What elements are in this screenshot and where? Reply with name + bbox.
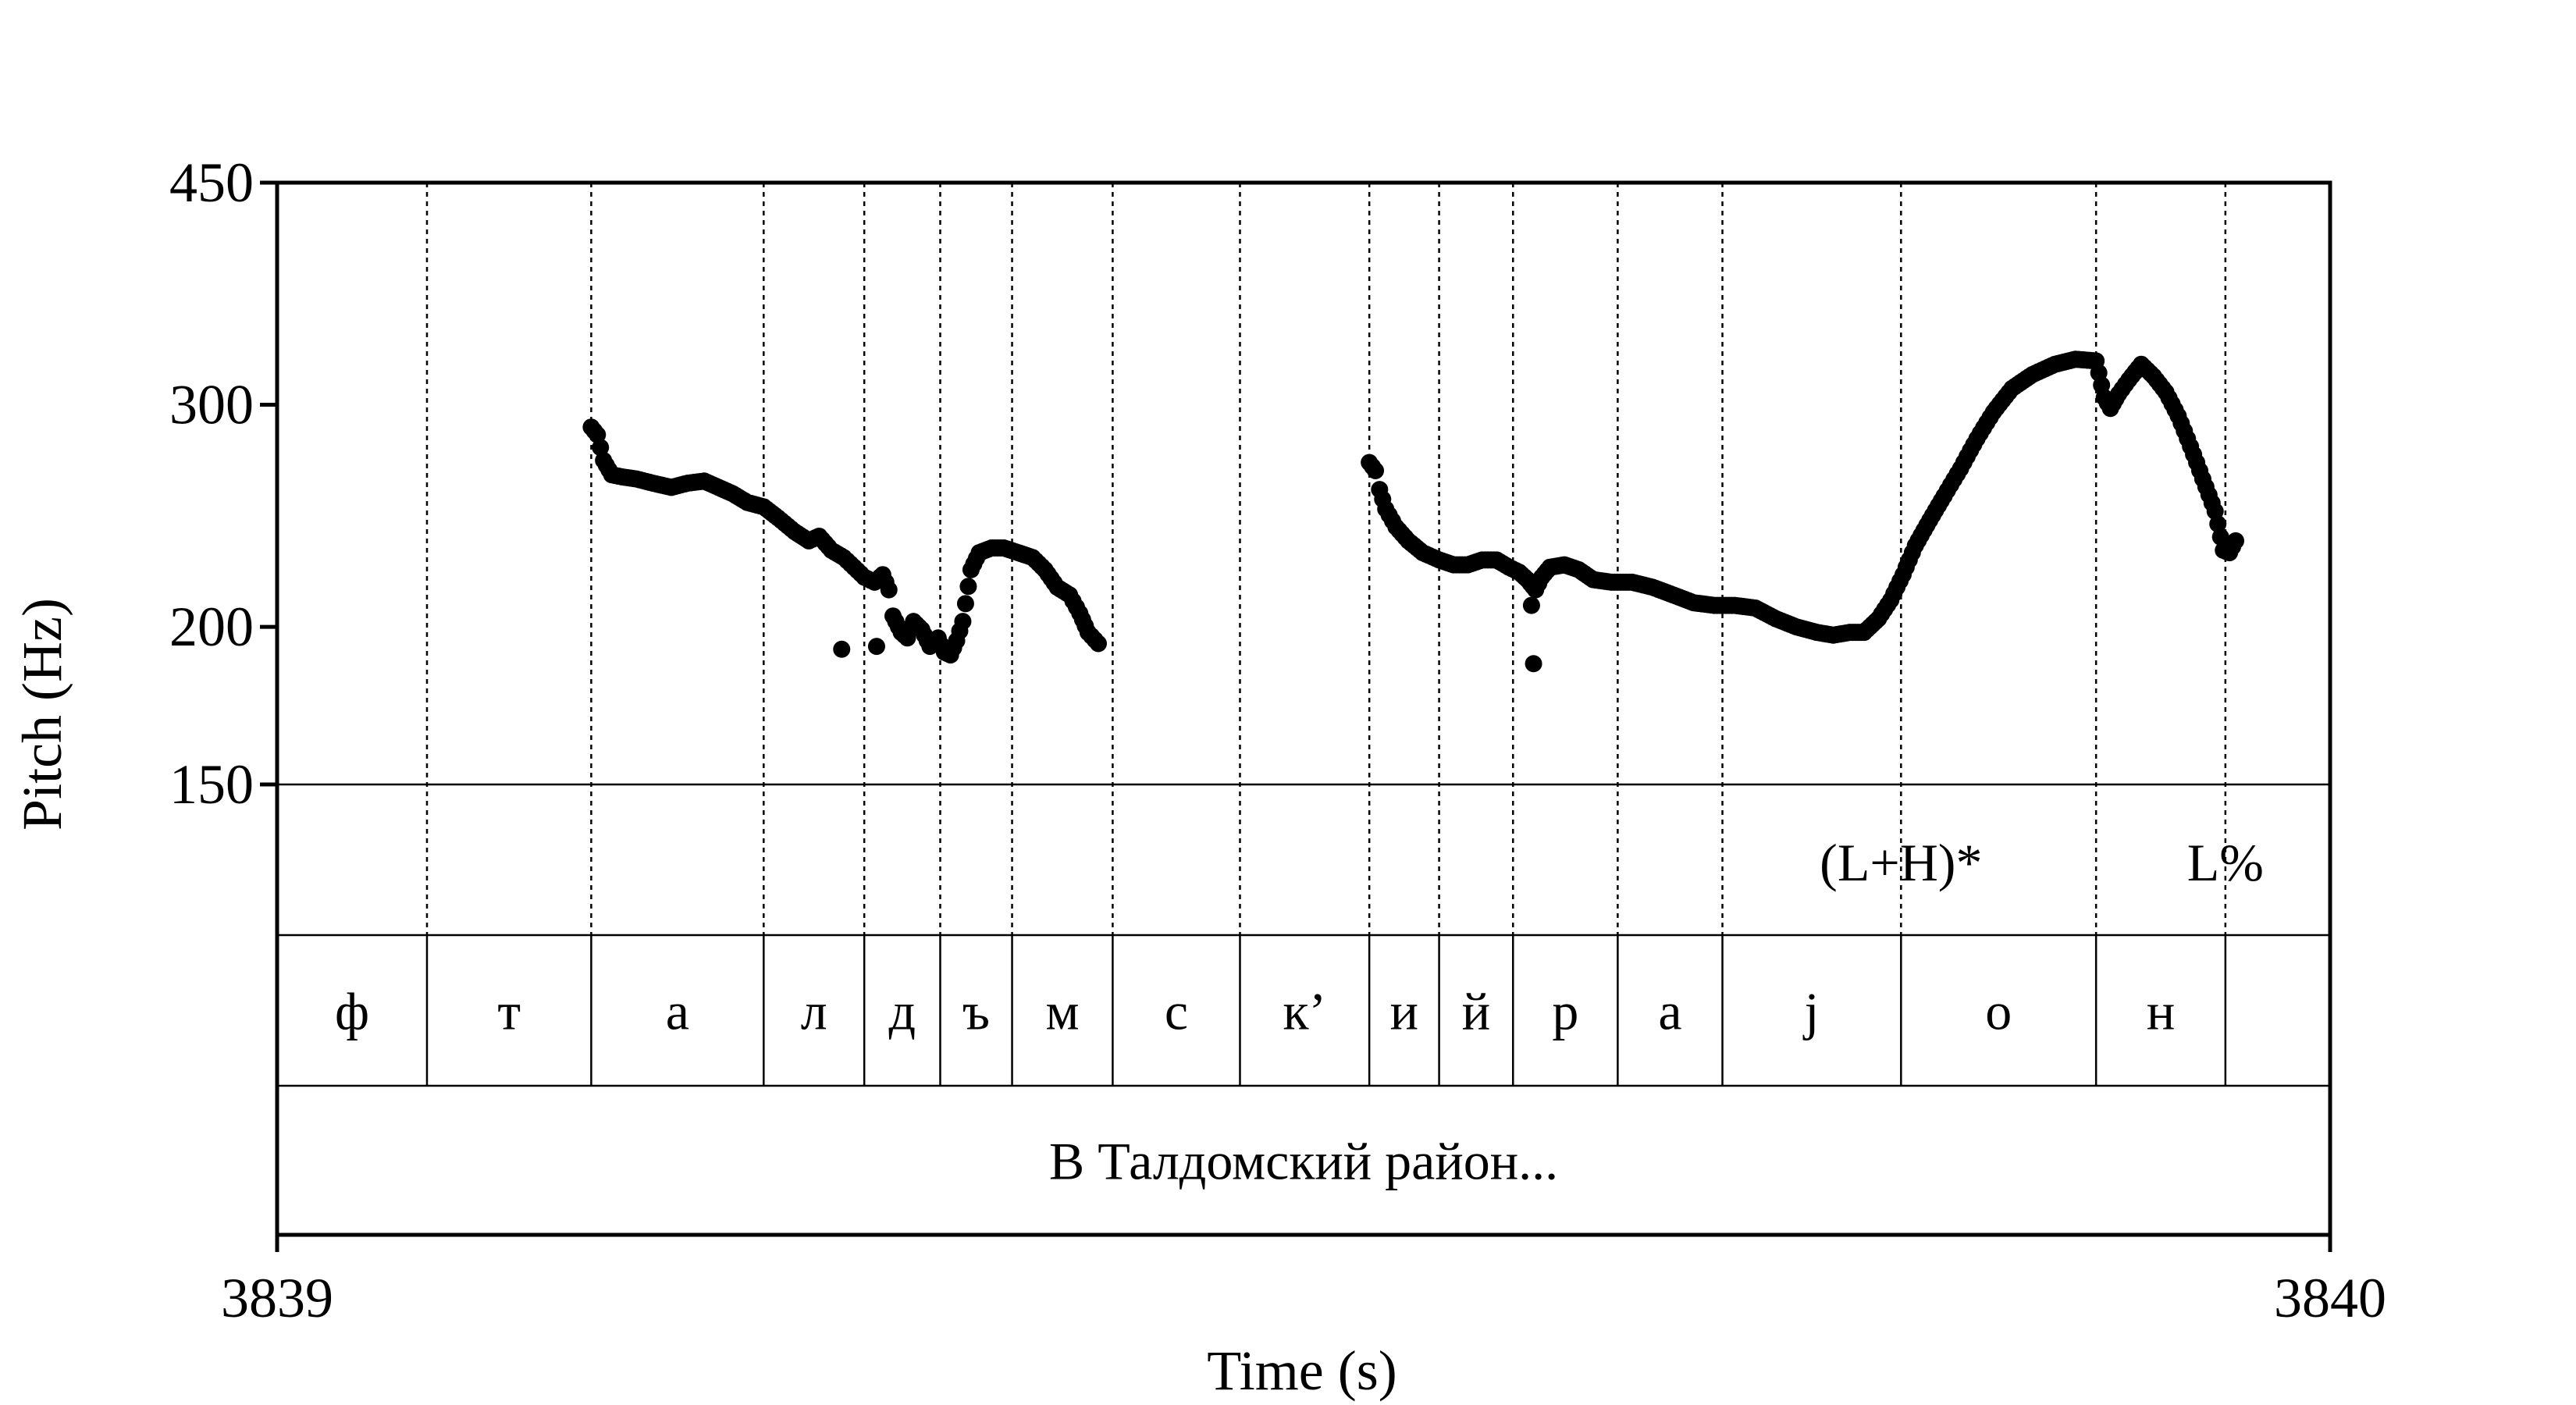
y-axis-title: Pitch (Hz)	[11, 598, 73, 831]
segment-label: а	[666, 982, 689, 1041]
segment-label: й	[1462, 982, 1490, 1041]
pitch-track	[582, 350, 2245, 673]
segment-label: ф	[335, 982, 369, 1041]
tone-label: (L+H)*	[1820, 833, 1982, 892]
pitch-point	[592, 439, 610, 457]
segment-label: ъ	[962, 982, 990, 1041]
segment-label: и	[1390, 982, 1418, 1041]
segment-label: к’	[1283, 982, 1326, 1041]
pitch-point	[1522, 596, 1540, 614]
plot-frame	[275, 180, 2332, 1237]
pitch-point	[867, 638, 885, 656]
tone-label: L%	[2187, 833, 2264, 892]
segment-label: с	[1165, 982, 1188, 1041]
segment-label: м	[1045, 982, 1079, 1041]
pitch-point	[1367, 461, 1385, 479]
y-tick-label: 450	[169, 151, 254, 214]
pitch-point	[880, 581, 898, 599]
segment-label: д	[889, 982, 916, 1041]
pitch-point	[954, 613, 972, 631]
pitch-point	[959, 578, 977, 596]
segment-label: т	[497, 982, 521, 1041]
segment-label: н	[2147, 982, 2175, 1041]
x-tick-label: 3839	[221, 1267, 333, 1329]
segment-label: р	[1552, 982, 1578, 1041]
axes: 450 300 200 150 3839 3840	[169, 151, 2386, 1329]
segment-boundaries	[425, 183, 2227, 1086]
segment-label: а	[1658, 982, 1681, 1041]
y-tick-label: 200	[169, 596, 254, 658]
segment-label: л	[801, 982, 827, 1041]
pitch-point	[2227, 532, 2245, 550]
utterance-label: В Талдомский район...	[1049, 1132, 1558, 1191]
plot-border	[275, 180, 2332, 1237]
y-tick-label: 300	[169, 374, 254, 436]
segment-label: о	[1985, 982, 2012, 1041]
pitch-point	[1090, 635, 1107, 653]
pitch-point	[1525, 655, 1542, 673]
pitch-point	[2211, 528, 2229, 546]
x-tick-label: 3840	[2274, 1267, 2386, 1329]
pitch-point	[956, 595, 974, 613]
x-axis-title: Time (s)	[1207, 1339, 1397, 1402]
pitch-point	[833, 640, 851, 658]
annotation-tiers: (L+H)* L% ф т а л д ъ м с к’ и й р а j о н В Талдомский ра…	[335, 833, 2264, 1191]
y-tick-label: 150	[169, 753, 254, 816]
segment-label: j	[1802, 982, 1819, 1041]
pitch-point	[2209, 515, 2227, 533]
